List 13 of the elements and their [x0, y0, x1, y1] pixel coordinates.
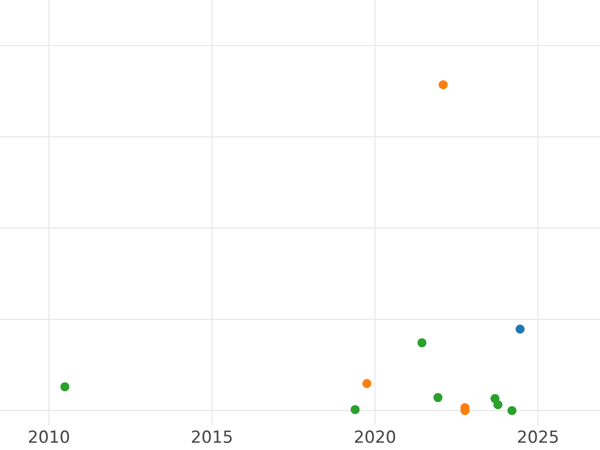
point	[350, 405, 360, 414]
point	[362, 379, 372, 388]
point	[60, 382, 70, 392]
x-tick-label: 2020	[355, 430, 396, 444]
point	[507, 406, 516, 416]
point	[433, 393, 442, 402]
x-tick-label: 2010	[28, 430, 70, 444]
point	[516, 324, 525, 334]
point	[493, 400, 502, 410]
point	[438, 80, 448, 90]
x-tick-label: 2025	[518, 430, 558, 444]
x-tick-label: 2015	[192, 430, 232, 444]
point	[417, 338, 426, 348]
